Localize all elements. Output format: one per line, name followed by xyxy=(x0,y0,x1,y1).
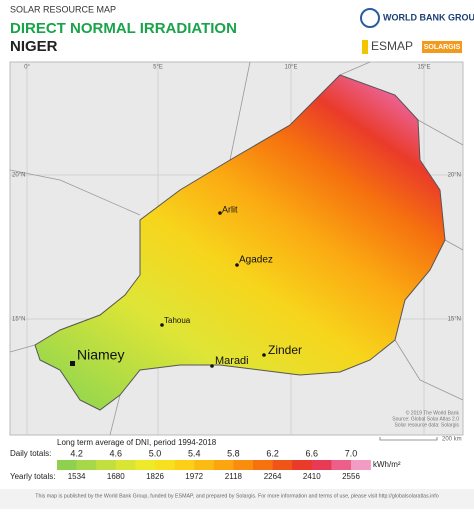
yearly-value: 1972 xyxy=(185,472,203,481)
daily-value: 7.0 xyxy=(345,448,358,458)
city-dot xyxy=(218,211,222,215)
footer-bg xyxy=(0,489,474,509)
yearly-value: 2410 xyxy=(303,472,321,481)
yearly-value: 1534 xyxy=(68,472,86,481)
daily-value: 4.6 xyxy=(110,448,123,458)
city: Zinder xyxy=(268,343,302,357)
legend-swatch xyxy=(292,460,313,470)
yearly-label: Yearly totals: xyxy=(10,472,56,481)
legend-swatch xyxy=(76,460,97,470)
city: Tahoua xyxy=(164,316,191,325)
cities: Arlit Agadez Tahoua Niamey Maradi Zinder xyxy=(70,204,302,368)
borders xyxy=(9,61,464,436)
solargis-box xyxy=(422,41,462,53)
city: Niamey xyxy=(77,347,124,363)
daily-value: 6.2 xyxy=(266,448,279,458)
legend-swatch xyxy=(253,460,273,470)
yearly-value: 2118 xyxy=(225,472,243,481)
niger xyxy=(34,74,446,411)
capital xyxy=(70,361,75,366)
wb-icon xyxy=(360,8,380,28)
legend-swatch xyxy=(311,460,332,470)
city-dot xyxy=(210,364,214,368)
lon-label: 15°E xyxy=(417,65,430,71)
lat-label: 20°N xyxy=(448,173,461,179)
scale-bar xyxy=(379,437,438,441)
yearly-value: 1680 xyxy=(107,472,125,481)
lat-label: 15°N xyxy=(12,317,25,323)
wb-logo: WORLD BANK GROUP xyxy=(383,12,474,22)
legend-title: Long term average of DNI, period 1994-20… xyxy=(57,438,217,447)
footer: This map is published by the World Bank … xyxy=(35,493,439,499)
country: NIGER xyxy=(10,38,58,55)
city-dot xyxy=(235,263,239,267)
lon-label: 0° xyxy=(24,65,30,71)
legend-swatch xyxy=(351,460,371,470)
esmap-logo: ESMAP xyxy=(371,39,413,53)
lon-label: 10°E xyxy=(284,65,297,71)
legend: 4.2 4.6 5.0 5.4 5.8 6.2 6.6 7.0 1534 1680 1826 1972… xyxy=(57,448,371,481)
daily-value: 5.0 xyxy=(149,448,162,458)
city-dot xyxy=(262,353,266,357)
title: DIRECT NORMAL IRRADIATION xyxy=(10,20,237,37)
esmap-icon xyxy=(362,40,368,54)
legend-swatch xyxy=(233,460,254,470)
lat-label: 20°N xyxy=(12,173,25,179)
city: Agadez xyxy=(239,255,273,266)
legend-swatch xyxy=(135,460,156,470)
city: Maradi xyxy=(215,355,249,367)
credit: Solar resource data: Solargis xyxy=(395,422,460,428)
solargis-logo: SOLARGIS xyxy=(424,44,461,51)
legend-swatch xyxy=(115,460,136,470)
city: Arlit xyxy=(222,204,238,214)
lat-label: 15°N xyxy=(448,317,461,323)
daily-value: 5.8 xyxy=(227,448,240,458)
yearly-value: 2556 xyxy=(342,472,360,481)
credit: Source: Global Solar Atlas 2.0 xyxy=(392,416,459,422)
credit: © 2019 The World Bank xyxy=(406,409,460,416)
city-dot xyxy=(160,323,164,327)
legend-swatch xyxy=(96,460,117,470)
legend-swatch xyxy=(155,460,175,470)
daily-value: 5.4 xyxy=(188,448,201,458)
daily-label: Daily totals: xyxy=(10,449,51,458)
scale-label: 200 km xyxy=(442,437,462,443)
kicker: SOLAR RESOURCE MAP xyxy=(10,4,116,14)
legend-swatch xyxy=(194,460,215,470)
lon-label: 5°E xyxy=(153,65,163,71)
legend-swatch xyxy=(213,460,234,470)
daily-value: 6.6 xyxy=(306,448,319,458)
legend-swatch xyxy=(57,460,77,470)
yearly-value: 2264 xyxy=(264,472,282,481)
daily-value: 4.2 xyxy=(70,448,83,458)
legend-swatch xyxy=(331,460,352,470)
legend-swatch xyxy=(272,460,293,470)
unit: kWh/m² xyxy=(373,460,401,469)
legend-swatch xyxy=(174,460,195,470)
yearly-value: 1826 xyxy=(146,472,164,481)
